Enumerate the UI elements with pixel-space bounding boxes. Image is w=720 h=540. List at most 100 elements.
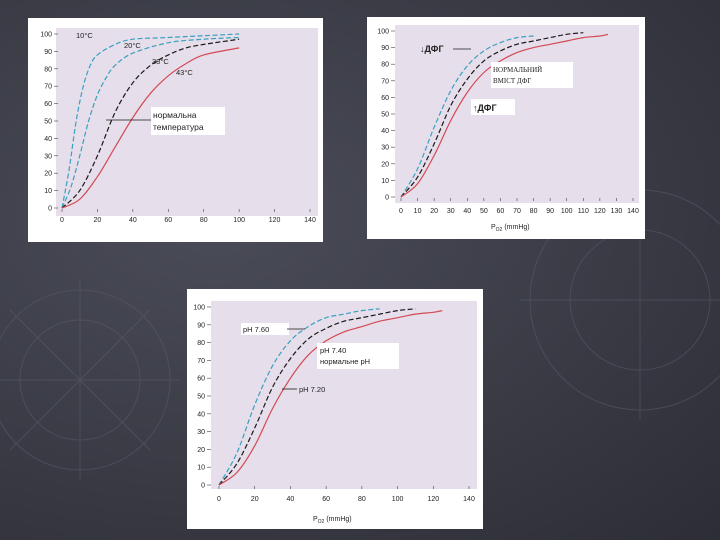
chart-temperature: 0 10 20 30 40 50 60 70 80 90 100 0 20 40 60 80 100 120 14… [40, 28, 318, 224]
x-tick-label: 40 [463, 208, 471, 215]
label-10c: 10°C [76, 31, 93, 40]
annotation-box-dpg-up [471, 99, 515, 115]
label-ph740-2: нормальне pH [320, 357, 370, 366]
y-tick-label: 0 [48, 206, 52, 213]
y-tick-label: 90 [44, 49, 52, 56]
series-line-2 [61, 38, 240, 209]
y-tick-label: 10 [197, 465, 205, 472]
label-ph720: pH 7.20 [299, 385, 325, 394]
y-tick-label: 40 [197, 411, 205, 418]
x-tick-label: 10 [414, 208, 422, 215]
x-tick-label: 80 [358, 496, 366, 503]
chart-ph: 0 10 20 30 40 50 60 70 80 90 100 0 20 40 60 80 100 120 14… [193, 301, 477, 525]
label-dpg-up: ↑ДФГ [473, 103, 497, 113]
label-ph760: pH 7.60 [243, 325, 269, 334]
x-tick-label: 120 [427, 496, 439, 503]
y-tick-label: 30 [197, 429, 205, 436]
y-tick-label: 70 [197, 358, 205, 365]
y-tick-label: 20 [197, 447, 205, 454]
y-tick-label: 100 [40, 32, 52, 39]
y-tick-label: 20 [381, 161, 389, 168]
x-tick-label: 70 [513, 208, 521, 215]
x-tick-label: 80 [530, 208, 538, 215]
x-tick-label: 140 [463, 496, 475, 503]
x-tick-label: 100 [392, 496, 404, 503]
label-38c: 38°C [152, 57, 169, 66]
x-tick-label: 120 [594, 208, 606, 215]
label-43c: 43°C [176, 68, 193, 77]
y-tick-label: 10 [44, 188, 52, 195]
series-line-0 [218, 308, 380, 486]
chart-dpg: 0 10 20 30 40 50 60 70 80 90 100 0 10 20 30 40 50 60 70 80… [377, 25, 639, 233]
x-tick-label: 60 [164, 217, 172, 224]
plot-area [395, 25, 639, 203]
y-tick-label: 0 [201, 483, 205, 490]
y-tick-label: 0 [385, 195, 389, 202]
annotation-box [151, 107, 225, 135]
y-tick-label: 50 [381, 112, 389, 119]
series-line-1 [400, 32, 584, 198]
series-line-1 [218, 308, 416, 486]
chart-panel-temperature: 0 10 20 30 40 50 60 70 80 90 100 0 20 40 60 80 100 120 14… [28, 18, 323, 242]
label-ph740-1: pH 7.40 [320, 346, 346, 355]
y-tick-label: 80 [197, 340, 205, 347]
y-tick-label: 50 [197, 394, 205, 401]
y-tick-label: 100 [193, 305, 205, 312]
series-line-3 [61, 47, 240, 209]
y-tick-label: 20 [44, 171, 52, 178]
x-tick-label: 100 [233, 217, 245, 224]
y-tick-label: 90 [197, 322, 205, 329]
x-tick-label: 110 [578, 208, 589, 215]
label-normal-temp-1: нормальна [153, 110, 197, 120]
y-tick-label: 40 [381, 128, 389, 135]
y-tick-label: 100 [377, 29, 389, 36]
y-tick-label: 60 [197, 376, 205, 383]
series-line-2 [218, 310, 443, 486]
x-tick-label: 30 [447, 208, 455, 215]
label-20c: 20°C [124, 41, 141, 50]
series-line-0 [61, 33, 240, 209]
x-tick-label: 20 [251, 496, 259, 503]
annotation-box-normal-dpg [491, 62, 573, 88]
x-tick-label: 40 [129, 217, 137, 224]
x-tick-label: 90 [546, 208, 554, 215]
y-tick-label: 60 [381, 95, 389, 102]
label-dpg-normal-2: ВМІСТ ДФГ [493, 77, 531, 85]
series-line-1 [61, 36, 240, 209]
chart-panel-dpg: 0 10 20 30 40 50 60 70 80 90 100 0 10 20 30 40 50 60 70 80… [367, 17, 645, 239]
y-tick-label: 30 [381, 145, 389, 152]
y-tick-label: 80 [44, 66, 52, 73]
chart-panel-ph: 0 10 20 30 40 50 60 70 80 90 100 0 20 40 60 80 100 120 14… [187, 289, 483, 529]
series-line-0 [400, 35, 534, 198]
label-dpg-normal-1: НОРМАЛЬНИЙ [493, 66, 542, 74]
x-tick-label: 20 [430, 208, 438, 215]
x-tick-label: 0 [399, 208, 403, 215]
x-axis-label: PO2 (mmHg) [313, 516, 352, 525]
annotation-box-ph740 [317, 343, 399, 369]
y-tick-label: 90 [381, 45, 389, 52]
x-tick-label: 50 [480, 208, 488, 215]
y-tick-label: 80 [381, 62, 389, 69]
x-tick-label: 120 [269, 217, 281, 224]
y-tick-label: 30 [44, 153, 52, 160]
x-tick-label: 0 [60, 217, 64, 224]
x-tick-label: 0 [217, 496, 221, 503]
y-tick-label: 40 [44, 136, 52, 143]
x-tick-label: 20 [94, 217, 102, 224]
x-tick-label: 140 [304, 217, 316, 224]
series-line-2 [400, 33, 609, 198]
y-tick-label: 70 [381, 78, 389, 85]
x-tick-label: 60 [322, 496, 330, 503]
label-dpg-down: ↓ДФГ [420, 44, 444, 54]
x-tick-label: 80 [200, 217, 208, 224]
y-tick-label: 60 [44, 101, 52, 108]
label-normal-temp-2: температура [153, 122, 204, 132]
x-tick-label: 140 [627, 208, 639, 215]
x-tick-label: 100 [561, 208, 573, 215]
y-tick-label: 50 [44, 119, 52, 126]
x-tick-label: 130 [611, 208, 623, 215]
x-tick-label: 60 [497, 208, 505, 215]
x-axis-label: PO2 (mmHg) [491, 224, 530, 233]
y-tick-label: 10 [381, 178, 389, 185]
y-tick-label: 70 [44, 84, 52, 91]
